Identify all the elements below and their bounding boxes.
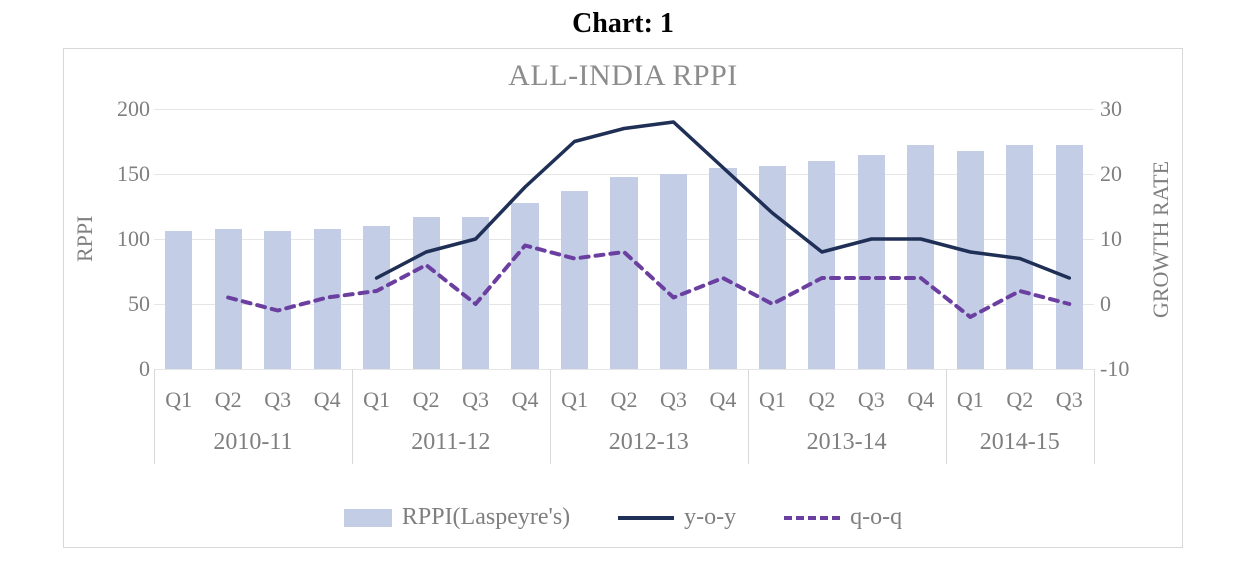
y-tick-right: 10 (1100, 226, 1140, 252)
y-tick-right: 20 (1100, 161, 1140, 187)
bar (709, 168, 736, 370)
x-tick-quarter: Q3 (264, 387, 291, 413)
y-tick-left: 0 (110, 356, 150, 382)
plot-area (154, 109, 1094, 369)
y-tick-left: 100 (110, 226, 150, 252)
gridline (154, 174, 1094, 175)
chart-number: Chart: 1 (0, 8, 1246, 40)
legend-label-yoy: y-o-y (684, 504, 736, 531)
x-tick-quarter: Q2 (413, 387, 440, 413)
bar (511, 203, 538, 369)
x-tick-year: 2013-14 (807, 429, 887, 456)
bar (1006, 145, 1033, 369)
x-tick-quarter: Q3 (1056, 387, 1083, 413)
x-tick-quarter: Q4 (512, 387, 539, 413)
bar (413, 217, 440, 369)
x-tick-quarter: Q2 (1006, 387, 1033, 413)
legend-swatch-line-solid (618, 516, 674, 520)
y-tick-left: 50 (110, 291, 150, 317)
gridline (154, 369, 1094, 370)
legend-swatch-line-dashed (784, 516, 840, 520)
x-tick-quarter: Q2 (808, 387, 835, 413)
y-tick-right: -10 (1100, 356, 1140, 382)
legend-label-bars: RPPI(Laspeyre's) (402, 504, 570, 531)
x-tick-year: 2012-13 (609, 429, 689, 456)
bar (808, 161, 835, 369)
bar (215, 229, 242, 369)
legend-label-qoq: q-o-q (850, 504, 902, 531)
series-line (228, 246, 1069, 318)
x-tick-quarter: Q1 (363, 387, 390, 413)
legend-item-bars: RPPI(Laspeyre's) (344, 504, 570, 531)
x-tick-quarter: Q4 (709, 387, 736, 413)
y-axis-label-right: GROWTH RATE (1148, 109, 1174, 369)
x-tick-quarter: Q1 (561, 387, 588, 413)
bar (1056, 145, 1083, 369)
bar (363, 226, 390, 369)
x-group-separator (1094, 369, 1095, 464)
legend: RPPI(Laspeyre's) y-o-y q-o-q (64, 504, 1182, 531)
chart-title: ALL-INDIA RPPI (64, 59, 1182, 93)
y-tick-right: 0 (1100, 291, 1140, 317)
bar (264, 231, 291, 369)
x-tick-quarter: Q2 (215, 387, 242, 413)
legend-item-yoy: y-o-y (618, 504, 736, 531)
y-tick-left: 150 (110, 161, 150, 187)
y-tick-right: 30 (1100, 96, 1140, 122)
x-tick-year: 2014-15 (980, 429, 1060, 456)
bar (314, 229, 341, 369)
x-tick-quarter: Q4 (907, 387, 934, 413)
bar (957, 151, 984, 369)
x-tick-quarter: Q3 (660, 387, 687, 413)
legend-item-qoq: q-o-q (784, 504, 902, 531)
x-group-separator (352, 369, 353, 464)
x-tick-quarter: Q1 (957, 387, 984, 413)
bar (759, 166, 786, 369)
y-axis-label-left: RPPI (72, 109, 98, 369)
bar (858, 155, 885, 370)
x-tick-quarter: Q4 (314, 387, 341, 413)
x-group-separator (550, 369, 551, 464)
bar (907, 145, 934, 369)
bar (561, 191, 588, 369)
legend-swatch-bar (344, 509, 392, 527)
x-group-separator (946, 369, 947, 464)
bar (610, 177, 637, 369)
x-tick-quarter: Q1 (165, 387, 192, 413)
page-root: Chart: 1 ALL-INDIA RPPI RPPI GROWTH RATE… (0, 0, 1246, 570)
x-tick-quarter: Q1 (759, 387, 786, 413)
x-tick-quarter: Q2 (611, 387, 638, 413)
bar (660, 174, 687, 369)
x-tick-quarter: Q3 (462, 387, 489, 413)
x-group-separator (748, 369, 749, 464)
bar (165, 231, 192, 369)
x-group-separator (154, 369, 155, 464)
x-tick-year: 2011-12 (411, 429, 490, 456)
x-tick-year: 2010-11 (213, 429, 292, 456)
gridline (154, 109, 1094, 110)
chart-frame: ALL-INDIA RPPI RPPI GROWTH RATE RPPI(Las… (63, 48, 1183, 548)
x-tick-quarter: Q3 (858, 387, 885, 413)
bar (462, 217, 489, 369)
y-tick-left: 200 (110, 96, 150, 122)
